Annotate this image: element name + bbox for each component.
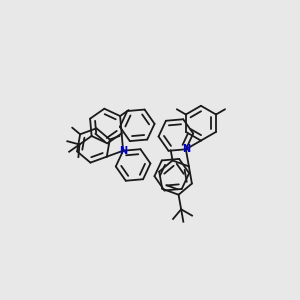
Text: N: N (182, 144, 190, 154)
Text: N: N (119, 146, 127, 156)
